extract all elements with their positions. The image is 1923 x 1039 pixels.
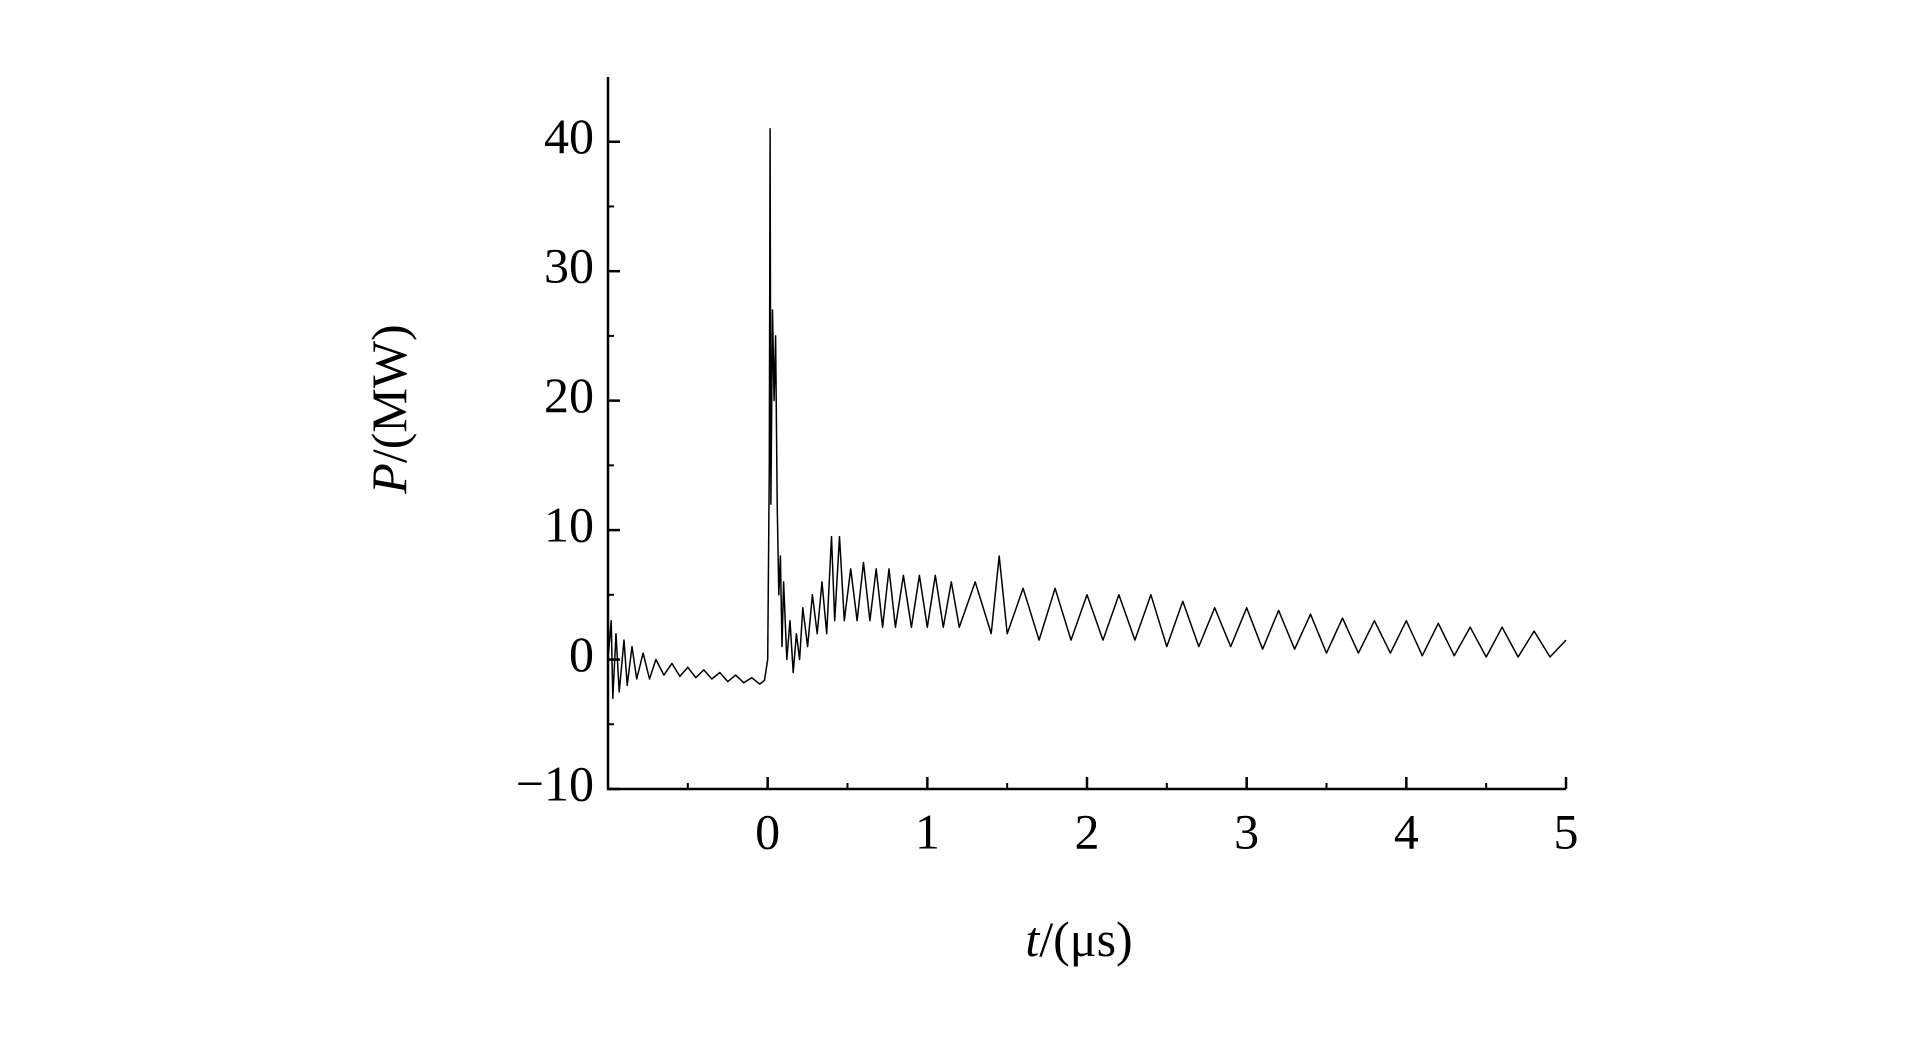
x-label-unit: /(μs) [1039,911,1132,967]
y-tick-label: 30 [544,238,594,294]
y-label-symbol: P [361,463,417,495]
axes [606,77,1566,791]
y-tick-label: 10 [544,497,594,553]
x-axis-label: t/(μs) [1025,911,1132,967]
x-tick-label: 3 [1234,803,1259,859]
x-tick-label: 5 [1554,803,1579,859]
y-axis-label: P/(MW) [361,324,417,494]
x-tick-label: 1 [915,803,940,859]
x-tick-label: 2 [1075,803,1100,859]
y-tick-label: −10 [516,755,594,811]
y-label-unit: /(MW) [361,324,417,463]
x-label-symbol: t [1025,911,1040,967]
x-tick-label: 0 [755,803,780,859]
y-tick-label: 0 [569,626,594,682]
y-tick-label: 20 [544,367,594,423]
signal-line [607,128,1567,700]
x-tick-label: 4 [1394,803,1419,859]
y-tick-label: 40 [544,108,594,164]
